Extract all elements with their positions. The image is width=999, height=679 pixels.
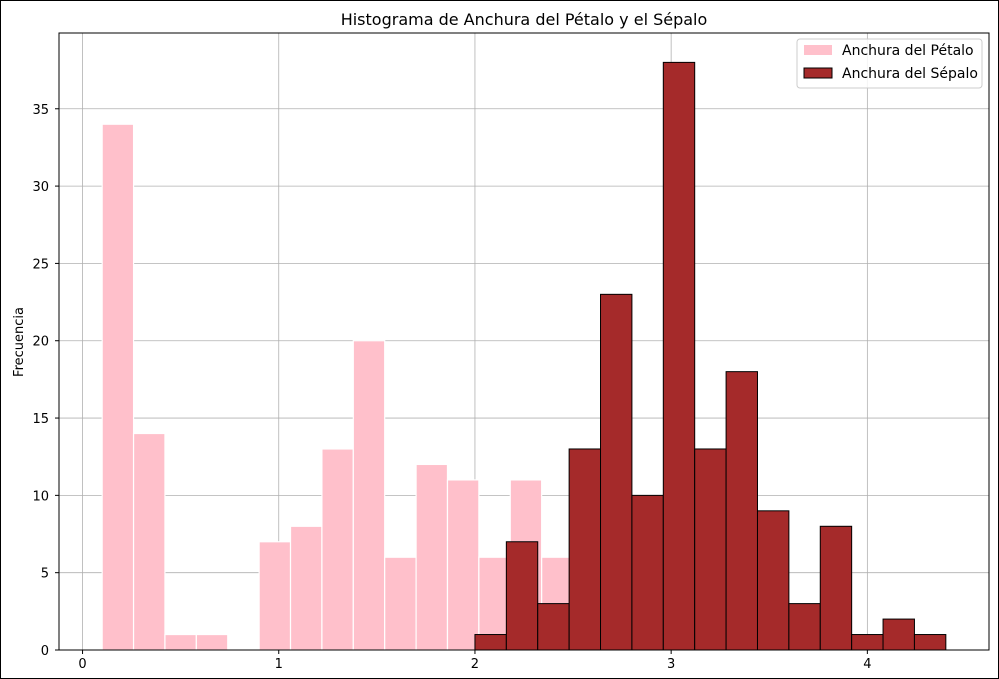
bar-sepal-13 [882,618,915,651]
x-tick-label-0: 0 [78,657,86,672]
axis-ticks: 0 1 2 3 4 0 5 10 15 20 25 30 35 [32,103,871,672]
bar-petal-2 [164,633,197,651]
bar-sepal-0 [474,634,507,651]
bar-sepal-8 [725,371,758,651]
chart-title: Histograma de Anchura del Pétalo y el Sé… [341,10,708,29]
bar-petal-1 [132,432,166,651]
y-tick-label-1: 5 [41,567,49,582]
bar-petal-6 [289,525,323,651]
bar-sepal-1 [505,541,539,651]
y-axis-label: Frecuencia [12,307,27,377]
bar-petal-8 [352,340,386,651]
bar-sepal-12 [851,634,884,651]
y-tick-label-2: 10 [32,489,49,504]
bar-petal-5 [258,541,292,651]
legend-swatch-petal [804,45,832,55]
x-tick-label-4: 4 [863,657,871,672]
y-tick-label-6: 30 [32,180,49,195]
bar-sepal-7 [694,448,727,651]
y-tick-label-0: 0 [41,644,49,659]
legend-label-sepal: Anchura del Sépalo [842,66,978,82]
x-tick-label-1: 1 [275,657,283,672]
y-tick-label-7: 35 [32,103,49,118]
bar-sepal-5 [631,494,664,651]
bar-sepal-6 [662,61,696,651]
bar-petal-11 [446,479,480,651]
x-tick-label-2: 2 [471,657,479,672]
legend-label-petal: Anchura del Pétalo [842,43,974,59]
bar-petal-9 [384,556,417,651]
bar-sepal-9 [756,510,790,651]
bar-sepal-10 [788,603,821,651]
y-tick-label-5: 25 [32,257,49,272]
bar-petal-10 [415,463,449,651]
bar-sepal-4 [600,293,633,651]
bar-sepal-3 [568,448,602,651]
bar-petal-0 [101,123,135,651]
plot-area-border [58,32,990,651]
x-tick-label-3: 3 [667,657,675,672]
legend-swatch-sepal [803,67,833,79]
y-tick-label-3: 15 [32,412,49,427]
bar-petal-7 [321,448,354,651]
legend-box [796,38,983,89]
bar-sepal-11 [819,525,853,651]
legend: Anchura del Pétalo Anchura del Sépalo [796,38,983,89]
y-tick-label-4: 20 [32,335,49,350]
bar-sepal-14 [913,634,947,651]
bar-sepal-2 [537,603,570,651]
bar-petal-3 [195,633,229,651]
bars-layer [101,61,947,651]
